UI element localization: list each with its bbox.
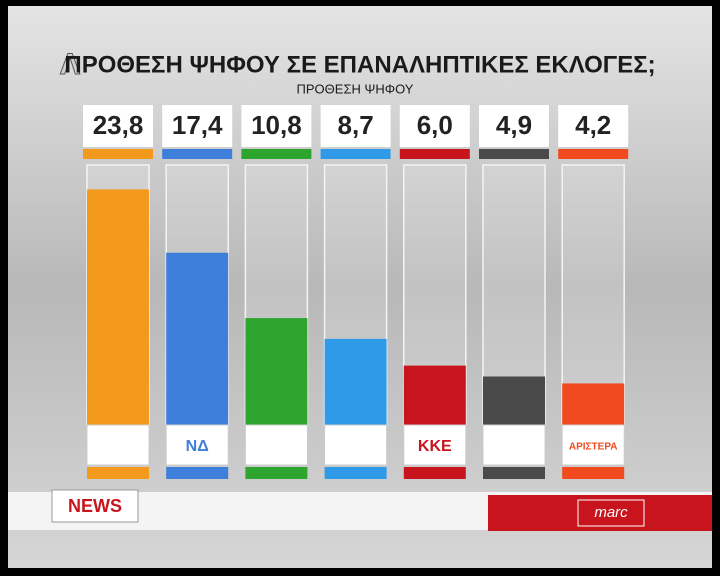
logo-box xyxy=(403,424,467,466)
logo-box xyxy=(324,424,388,466)
color-strip xyxy=(83,149,153,159)
chart-subtitle: ΠΡΟΘΕΣΗ ΨΗΦΟΥ xyxy=(297,81,414,96)
color-strip xyxy=(399,149,470,159)
base-strip xyxy=(483,467,545,479)
value-box xyxy=(558,105,629,147)
column-frame xyxy=(561,164,625,426)
bar xyxy=(245,318,308,425)
bar xyxy=(483,376,545,425)
logo-box xyxy=(86,424,150,466)
channel-logo: marc xyxy=(594,504,628,521)
logo-box xyxy=(244,424,308,466)
value-label: 4,2 xyxy=(575,110,611,140)
category-label: ΑΡΙΣΤΕΡΑ xyxy=(569,442,618,453)
logo-box xyxy=(561,424,625,466)
value-box xyxy=(162,105,233,147)
base-strip xyxy=(403,467,466,479)
color-strip xyxy=(479,149,549,159)
value-label: 23,8 xyxy=(93,110,144,140)
news-label: NEWS xyxy=(68,496,122,516)
category-label: ΝΔ xyxy=(186,438,209,455)
category-label: ΚΚΕ xyxy=(418,438,452,455)
base-strip xyxy=(245,467,308,479)
color-strip xyxy=(162,149,233,159)
value-box xyxy=(320,105,391,147)
logo-box xyxy=(482,424,546,466)
color-strip xyxy=(558,149,629,159)
color-strip xyxy=(241,149,312,159)
base-strip xyxy=(87,467,149,479)
chart-title: ΠΡΟΘΕΣΗ ΨΗΦΟΥ ΣΕ ΕΠΑΝΑΛΗΠΤΙΚΕΣ ΕΚΛΟΓΕΣ; xyxy=(64,51,655,78)
color-strip xyxy=(320,149,391,159)
value-box xyxy=(399,105,470,147)
bar xyxy=(562,383,625,425)
base-strip xyxy=(562,467,625,479)
bar xyxy=(166,252,229,425)
bar xyxy=(87,189,149,425)
value-box xyxy=(241,105,312,147)
value-label: 6,0 xyxy=(417,110,453,140)
channel-logo-box xyxy=(577,499,645,527)
base-strip xyxy=(166,467,229,479)
bar xyxy=(403,365,466,425)
bar xyxy=(324,338,387,425)
value-box xyxy=(83,105,153,147)
channel-mark: Λ xyxy=(60,48,80,81)
news-box xyxy=(51,489,139,523)
base-strip xyxy=(324,467,387,479)
value-label: 10,8 xyxy=(251,110,302,140)
value-box xyxy=(479,105,549,147)
value-label: 17,4 xyxy=(172,110,223,140)
value-label: 4,9 xyxy=(496,110,532,140)
logo-box xyxy=(165,424,229,466)
value-label: 8,7 xyxy=(338,110,374,140)
